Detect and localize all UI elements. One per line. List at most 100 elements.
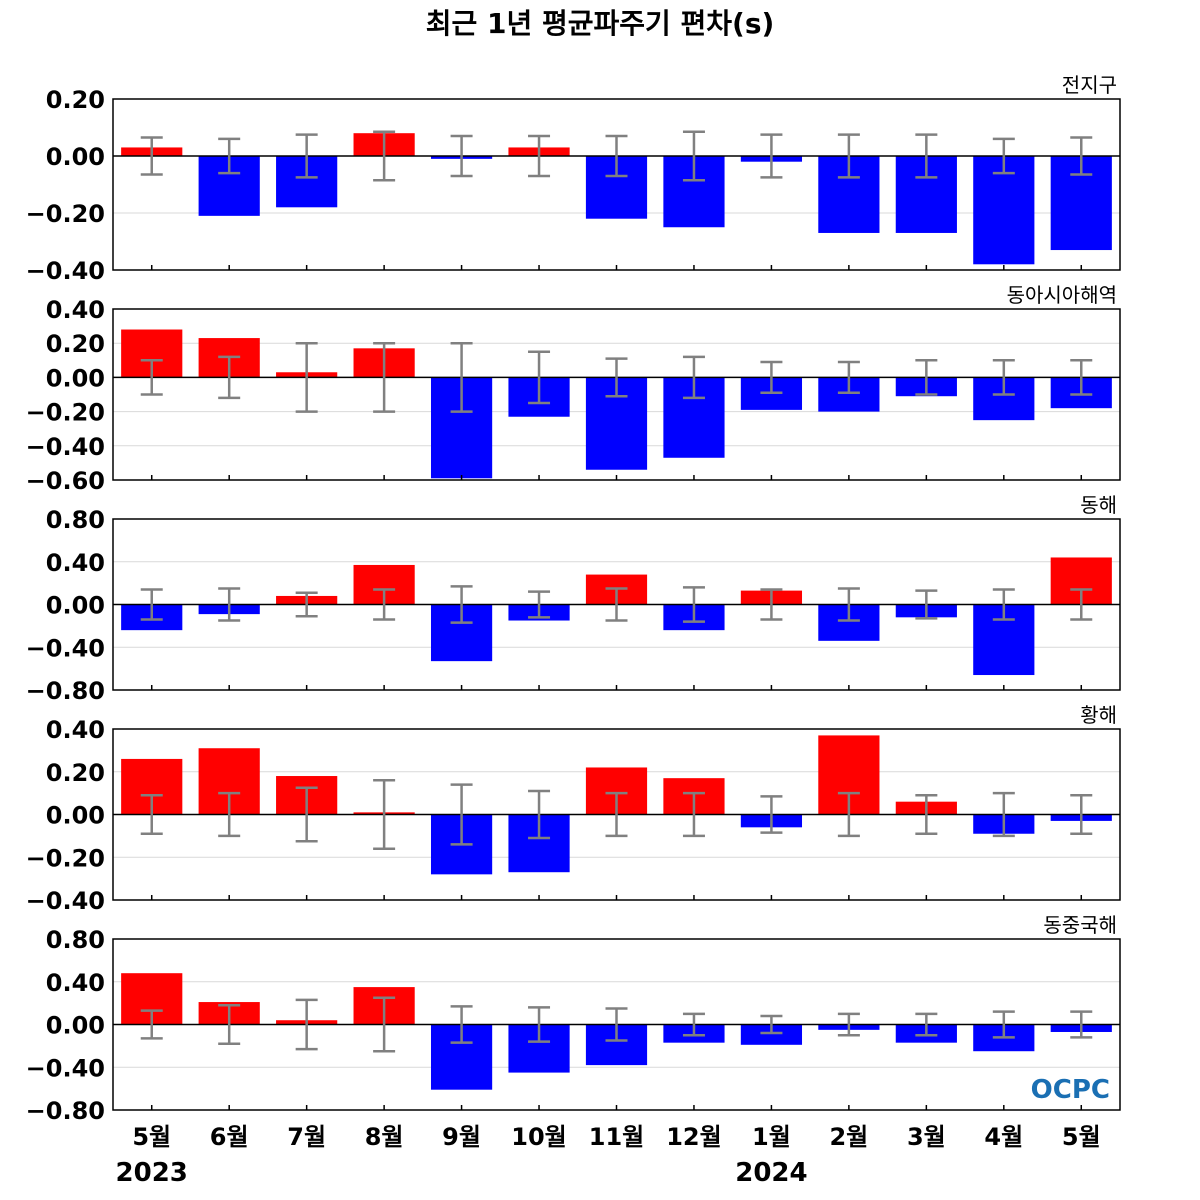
bar <box>740 1024 803 1045</box>
error-bar <box>605 357 628 398</box>
error-bar <box>218 355 241 400</box>
error-bar <box>450 341 473 413</box>
y-tick-label: 0.20 <box>46 759 105 787</box>
error-bar <box>450 134 473 178</box>
error-bar <box>295 341 318 413</box>
error-bar <box>450 585 473 624</box>
error-bar <box>682 791 705 838</box>
x-tick-label: 1월 <box>752 1123 791 1151</box>
error-bar <box>760 795 783 834</box>
error-bar <box>837 133 860 179</box>
panel-1: 0.40 0.20 0.00 −0.20 −0.40 −0.60 동아시아해역 <box>26 283 1121 495</box>
error-bar <box>295 591 318 618</box>
error-bar <box>218 137 241 175</box>
ocpc-logo: OCPC <box>1031 1075 1110 1105</box>
error-bar <box>140 1009 163 1040</box>
error-bar <box>1070 359 1093 396</box>
y-tick-label: 0.40 <box>46 716 105 744</box>
error-bar <box>450 1005 473 1044</box>
error-bar <box>373 588 396 621</box>
error-bar <box>682 130 705 182</box>
error-bar <box>218 587 241 622</box>
y-tick-label: −0.40 <box>26 1054 105 1082</box>
x-tick-label: 7월 <box>287 1123 326 1151</box>
error-bar <box>528 789 551 840</box>
y-tick-label: −0.60 <box>26 467 105 495</box>
y-tick-label: 0.40 <box>46 969 105 997</box>
error-bar <box>605 587 628 622</box>
panel-label: 황해 <box>1080 703 1117 727</box>
error-bar <box>760 360 783 395</box>
error-bar <box>528 1006 551 1043</box>
error-bar <box>218 1004 241 1045</box>
error-bar <box>992 588 1015 621</box>
x-tick-label: 5월 <box>1062 1123 1101 1151</box>
panel-label: 전지구 <box>1062 73 1117 97</box>
y-tick-label: −0.20 <box>26 200 105 228</box>
y-tick-label: −0.80 <box>26 677 105 705</box>
y-tick-label: 0.00 <box>46 802 105 830</box>
error-bar <box>140 588 163 621</box>
y-tick-label: 0.00 <box>46 592 105 620</box>
error-bar <box>373 341 396 413</box>
error-bar <box>837 587 860 622</box>
panel-2: 0.80 0.40 0.00 −0.40 −0.80 동해 <box>26 493 1121 705</box>
error-bar <box>605 791 628 838</box>
x-tick-label: 3월 <box>907 1123 946 1151</box>
error-bar <box>915 794 938 835</box>
error-bar <box>992 791 1015 838</box>
y-tick-label: 0.40 <box>46 296 105 324</box>
error-bar <box>1070 1010 1093 1039</box>
error-bar <box>837 791 860 838</box>
error-bar <box>682 586 705 623</box>
x-tick-label: 6월 <box>210 1123 249 1151</box>
panel-0: 0.20 0.00 −0.20 −0.40 전지구 <box>26 73 1121 285</box>
error-bar <box>915 133 938 179</box>
y-tick-label: −0.20 <box>26 399 105 427</box>
year-label: 2023 <box>116 1158 188 1188</box>
chart-title: 최근 1년 평균파주기 편차(s) <box>426 7 775 40</box>
x-tick-label: 4월 <box>984 1123 1023 1151</box>
error-bar <box>682 1012 705 1037</box>
y-tick-label: −0.40 <box>26 887 105 915</box>
error-bar <box>295 786 318 843</box>
panel-3: 0.40 0.20 0.00 −0.20 −0.40 황해 <box>26 703 1121 915</box>
y-tick-label: 0.40 <box>46 549 105 577</box>
error-bar <box>915 359 938 396</box>
error-bar <box>1070 588 1093 621</box>
error-bar <box>682 355 705 400</box>
error-bar <box>528 350 551 405</box>
y-tick-label: 0.00 <box>46 143 105 171</box>
error-bar <box>373 130 396 182</box>
error-bar <box>528 134 551 178</box>
panel-label: 동해 <box>1080 493 1117 517</box>
error-bar <box>528 590 551 619</box>
error-bar <box>140 359 163 396</box>
x-tick-label: 2월 <box>829 1123 868 1151</box>
x-axis: 5월 6월 7월 8월 9월 10월 11월 12월 1월 2월 3월 4월 5월 2023 2024 <box>116 1123 1101 1188</box>
y-tick-label: 0.00 <box>46 364 105 392</box>
panel-label: 동아시아해역 <box>1007 283 1117 307</box>
error-bar <box>760 588 783 621</box>
year-label: 2024 <box>735 1158 807 1188</box>
y-tick-label: 0.80 <box>46 506 105 534</box>
panel-4: 0.80 0.40 0.00 −0.40 −0.80 동중국해 <box>26 913 1121 1125</box>
panel-label: 동중국해 <box>1043 913 1117 937</box>
y-tick-label: −0.20 <box>26 844 105 872</box>
error-bar <box>295 133 318 179</box>
error-bar <box>605 134 628 178</box>
error-bar <box>218 791 241 838</box>
error-bar <box>373 779 396 850</box>
x-tick-label: 11월 <box>589 1123 644 1151</box>
error-bar <box>915 1012 938 1037</box>
error-bar <box>140 794 163 835</box>
error-bar <box>1070 794 1093 835</box>
error-bar <box>450 783 473 846</box>
y-tick-label: −0.40 <box>26 433 105 461</box>
y-tick-label: 0.20 <box>46 330 105 358</box>
error-bar <box>140 136 163 176</box>
y-tick-label: 0.80 <box>46 926 105 954</box>
y-tick-label: 0.00 <box>46 1012 105 1040</box>
error-bar <box>992 1010 1015 1039</box>
